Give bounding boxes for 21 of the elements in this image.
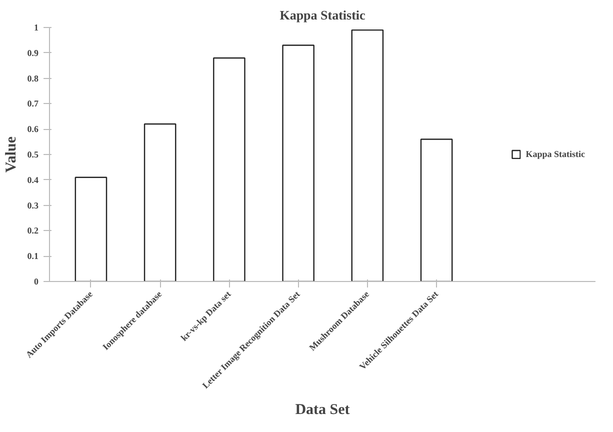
y-axis-title: Value xyxy=(3,136,20,173)
y-tick-label: 0.7 xyxy=(27,98,39,109)
bar xyxy=(74,176,108,282)
y-tick-label: 0.6 xyxy=(27,124,39,134)
y-tick-label: 0.3 xyxy=(27,200,39,210)
y-tick-label: 0.1 xyxy=(27,251,39,262)
x-axis-title: Data Set xyxy=(295,402,350,418)
y-tick-label: 1 xyxy=(34,22,39,32)
y-tick-label: 0.5 xyxy=(27,150,39,160)
bar xyxy=(213,57,246,282)
bar xyxy=(420,138,453,282)
y-tick-label: 0.2 xyxy=(27,226,39,236)
y-tick-label: 0.4 xyxy=(27,174,39,185)
bar xyxy=(282,44,314,282)
legend-label: Kappa Statistic xyxy=(526,149,585,159)
y-tick-label: 0.8 xyxy=(27,73,39,84)
bar xyxy=(144,123,176,282)
y-tick-label: 0.9 xyxy=(27,48,39,58)
bar xyxy=(351,29,384,282)
y-tick-label: 0 xyxy=(34,276,39,286)
chart-title: Kappa Statistic xyxy=(280,8,366,22)
